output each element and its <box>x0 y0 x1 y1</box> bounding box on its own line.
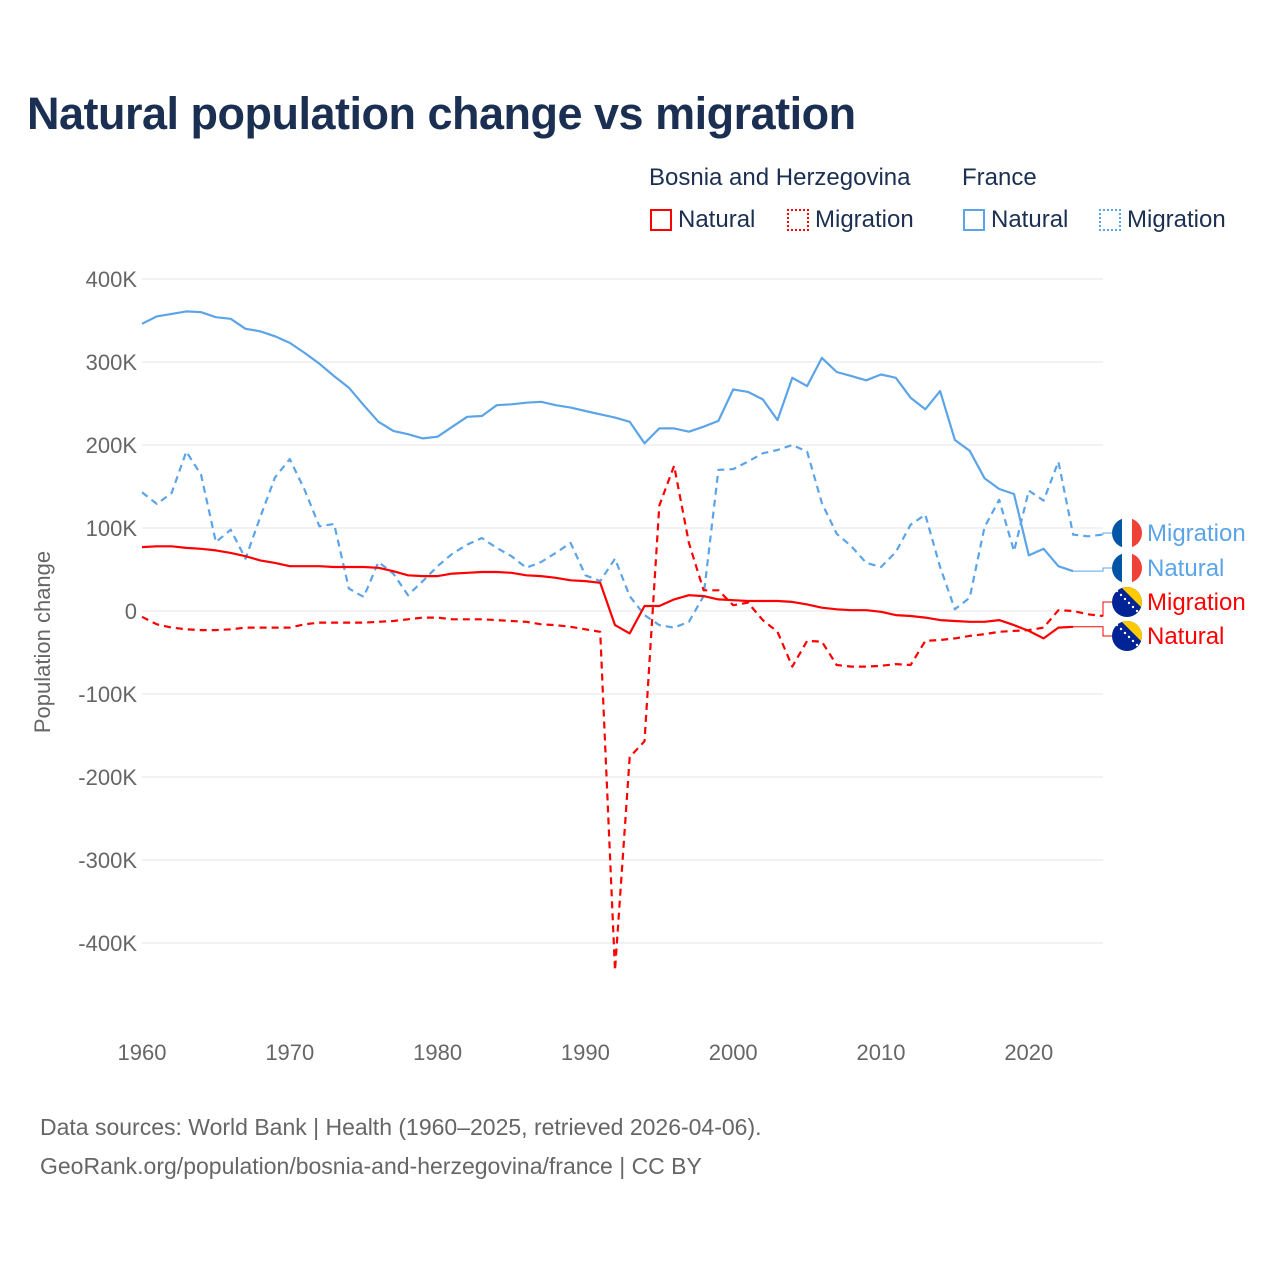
y-tick-label: -400K <box>78 931 137 956</box>
end-label: Migration <box>1147 589 1246 616</box>
bosnia-flag-icon <box>1112 621 1142 651</box>
footer: Data sources: World Bank | Health (1960–… <box>40 1108 762 1186</box>
legend-swatch-dotted <box>787 209 809 231</box>
y-tick-label: 0 <box>125 599 137 624</box>
footer-link[interactable]: GeoRank.org/population/bosnia-and-herzeg… <box>40 1153 702 1179</box>
y-tick-label: -200K <box>78 765 137 790</box>
y-tick-label: 400K <box>86 267 138 292</box>
legend-bosnia-migration[interactable]: Migration <box>787 206 914 234</box>
end-label: Natural <box>1147 555 1224 582</box>
y-tick-label: 200K <box>86 433 138 458</box>
france-flag-icon <box>1112 518 1142 548</box>
end-label-connector <box>1102 601 1112 617</box>
end-label-connector <box>1073 567 1112 572</box>
y-axis-label: Population change <box>30 551 55 733</box>
x-tick-label: 2010 <box>857 1040 906 1065</box>
chart-title: Natural population change vs migration <box>27 88 856 139</box>
footer-sources: Data sources: World Bank | Health (1960–… <box>40 1114 762 1140</box>
end-label-connector <box>1102 532 1112 536</box>
legend-swatch-dotted <box>1099 209 1121 231</box>
legend-label: Migration <box>1127 206 1226 233</box>
end-label-connector <box>1073 626 1112 637</box>
legend-label: Natural <box>678 206 756 233</box>
y-tick-label: -300K <box>78 848 137 873</box>
end-label: Migration <box>1147 520 1246 547</box>
y-tick-label: 300K <box>86 350 138 375</box>
x-tick-label: 1960 <box>118 1040 167 1065</box>
legend-label: Natural <box>991 206 1069 233</box>
series-line-france-migration <box>141 443 1103 629</box>
legend-label: Migration <box>815 206 914 233</box>
y-tick-label: 100K <box>86 516 138 541</box>
x-tick-label: 2000 <box>709 1040 758 1065</box>
legend-bosnia-natural[interactable]: Natural <box>650 206 755 234</box>
legend-france-natural[interactable]: Natural <box>963 206 1068 234</box>
y-tick-label: -100K <box>78 682 137 707</box>
legend-swatch-solid <box>650 209 672 231</box>
france-flag-icon <box>1112 553 1142 583</box>
series-line-france-natural <box>141 310 1074 573</box>
legend-swatch-solid <box>963 209 985 231</box>
x-tick-label: 1990 <box>561 1040 610 1065</box>
legend-group-france: France <box>962 164 1037 191</box>
legend-group-bosnia: Bosnia and Herzegovina <box>649 164 911 191</box>
legend-france-migration[interactable]: Migration <box>1099 206 1226 234</box>
end-label: Natural <box>1147 623 1224 650</box>
x-tick-label: 1980 <box>413 1040 462 1065</box>
x-tick-label: 1970 <box>265 1040 314 1065</box>
series-line-bosnia-and-herzegovina-natural <box>141 545 1074 640</box>
bosnia-flag-icon <box>1112 587 1142 617</box>
x-tick-label: 2020 <box>1004 1040 1053 1065</box>
series-line-bosnia-and-herzegovina-migration <box>141 464 1103 972</box>
